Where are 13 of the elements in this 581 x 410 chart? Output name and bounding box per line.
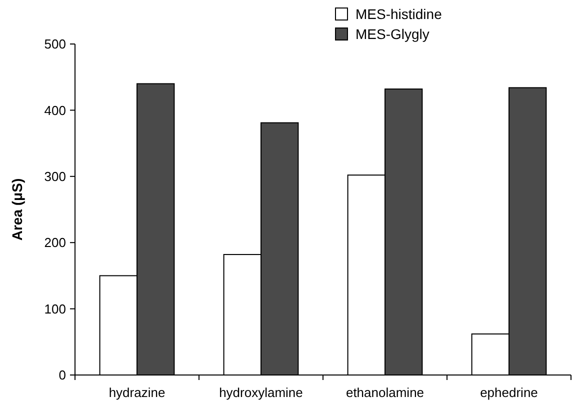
x-tick-label: ethanolamine bbox=[346, 385, 424, 400]
y-tick-label: 500 bbox=[44, 36, 66, 52]
y-tick-label: 0 bbox=[58, 368, 66, 383]
legend-label: MES-histidine bbox=[356, 6, 442, 22]
y-tick-label: 300 bbox=[44, 168, 66, 184]
x-tick-label: ephedrine bbox=[480, 385, 538, 400]
y-tick-label: 200 bbox=[44, 235, 66, 250]
y-axis-title: Area (μS) bbox=[9, 178, 25, 241]
legend-label: MES-Glygly bbox=[356, 26, 430, 42]
y-tick-label: 400 bbox=[44, 102, 66, 118]
x-tick-label: hydrazine bbox=[108, 385, 166, 400]
x-tick-label: hydroxylamine bbox=[219, 385, 303, 400]
y-tick-label: 100 bbox=[44, 301, 66, 316]
